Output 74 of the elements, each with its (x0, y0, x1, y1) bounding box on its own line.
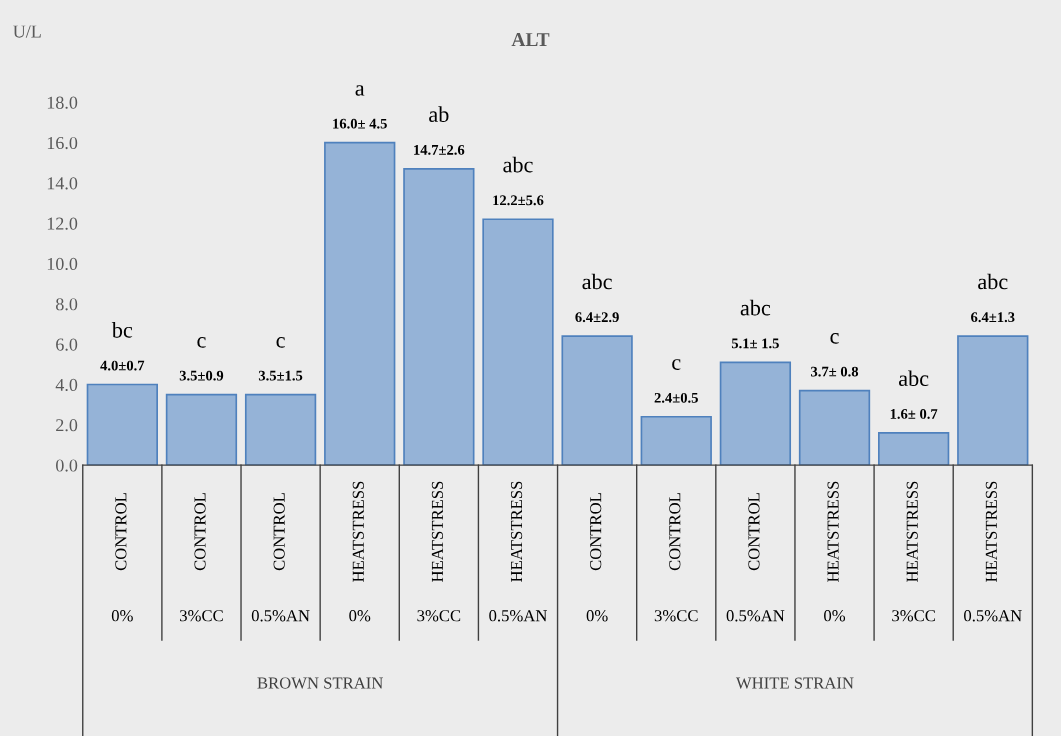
data-label: 16.0± 4.5 (333, 118, 387, 129)
x-tick-label: CONTROL (273, 493, 285, 571)
bar (403, 167, 475, 466)
text: 3%CC (417, 610, 461, 622)
y-tick-label: 18.0 (47, 96, 78, 109)
annotation: c (830, 333, 839, 344)
text: 0% (349, 610, 371, 622)
bar (86, 383, 158, 466)
data-label: 2.4±0.5 (654, 392, 698, 403)
data-label: 6.4±2.9 (575, 312, 619, 323)
y-tick-label: 16.0 (47, 136, 78, 150)
text: 0.5%AN (726, 610, 785, 622)
y-tick-label: 12.0 (47, 217, 78, 230)
y-axis-title: U/L (13, 25, 41, 38)
annotation: abc (740, 299, 771, 316)
x-tick-label: HEATSTRESS (827, 481, 839, 582)
y-tick-label: 4.0 (55, 378, 78, 392)
bar (719, 361, 792, 466)
annotation: c (276, 337, 285, 348)
text: WHITE STRAIN (735, 677, 854, 689)
y-tick-label: 0.0 (56, 459, 78, 472)
data-label: 6.4±1.3 (971, 312, 1015, 323)
annotation: c (197, 337, 206, 348)
data-label: 12.2±5.6 (493, 195, 544, 206)
annotation: ab (429, 106, 449, 122)
data-label: 14.7±2.6 (414, 144, 465, 155)
x-tick-label: CONTROL (590, 493, 602, 571)
x-tick-label: HEATSTRESS (352, 481, 364, 582)
text: 0.5%AN (489, 610, 547, 622)
text: a (355, 85, 365, 96)
text: 3%CC (892, 610, 935, 622)
x-tick-label: CONTROL (115, 493, 127, 571)
annotation: abc (899, 370, 929, 387)
x-tick-label: HEATSTRESS (985, 481, 997, 582)
data-label: 3.5±0.9 (179, 370, 224, 381)
x-tick-label: HEATSTRESS (431, 481, 444, 582)
x-tick-label: CONTROL (748, 493, 760, 571)
y-tick-label: 10.0 (47, 257, 78, 271)
annotation: abc (978, 273, 1008, 290)
bar (878, 432, 950, 466)
bar (165, 393, 238, 466)
x-tick-label: HEATSTRESS (510, 481, 523, 582)
data-label: 4.0±0.7 (100, 360, 145, 371)
annotation: abc (582, 273, 612, 290)
data-label: 3.5±1.5 (258, 370, 303, 381)
y-tick-label: 2.0 (56, 419, 78, 432)
data-label: 1.6± 0.7 (890, 409, 938, 419)
bar (482, 218, 554, 466)
bar (798, 389, 871, 466)
data-label: 5.1± 1.5 (731, 338, 779, 349)
bar (957, 335, 1029, 466)
x-tick-label: CONTROL (669, 493, 681, 571)
y-tick-label: 8.0 (56, 298, 78, 311)
bar (324, 141, 396, 466)
text: 0% (586, 610, 608, 622)
bar (244, 393, 317, 466)
bar (640, 415, 712, 466)
x-tick-label: CONTROL (194, 493, 206, 571)
x-tick-label: HEATSTRESS (906, 481, 918, 582)
text: 0% (824, 610, 846, 622)
text: 3%CC (654, 610, 698, 622)
annotation: c (672, 359, 681, 370)
text: 0.5%AN (251, 610, 310, 622)
text: 0.5%AN (964, 610, 1022, 622)
data-label: 3.7± 0.8 (811, 366, 859, 377)
bar (561, 335, 633, 466)
chart-title: ALT (511, 33, 550, 46)
y-tick-label: 6.0 (56, 338, 78, 351)
annotation: abc (503, 156, 533, 173)
y-tick-label: 14.0 (47, 177, 78, 190)
annotation: bc (111, 322, 133, 338)
text: 3%CC (180, 610, 223, 622)
text: BROWN STRAIN (257, 677, 383, 689)
text: 0% (111, 610, 133, 622)
